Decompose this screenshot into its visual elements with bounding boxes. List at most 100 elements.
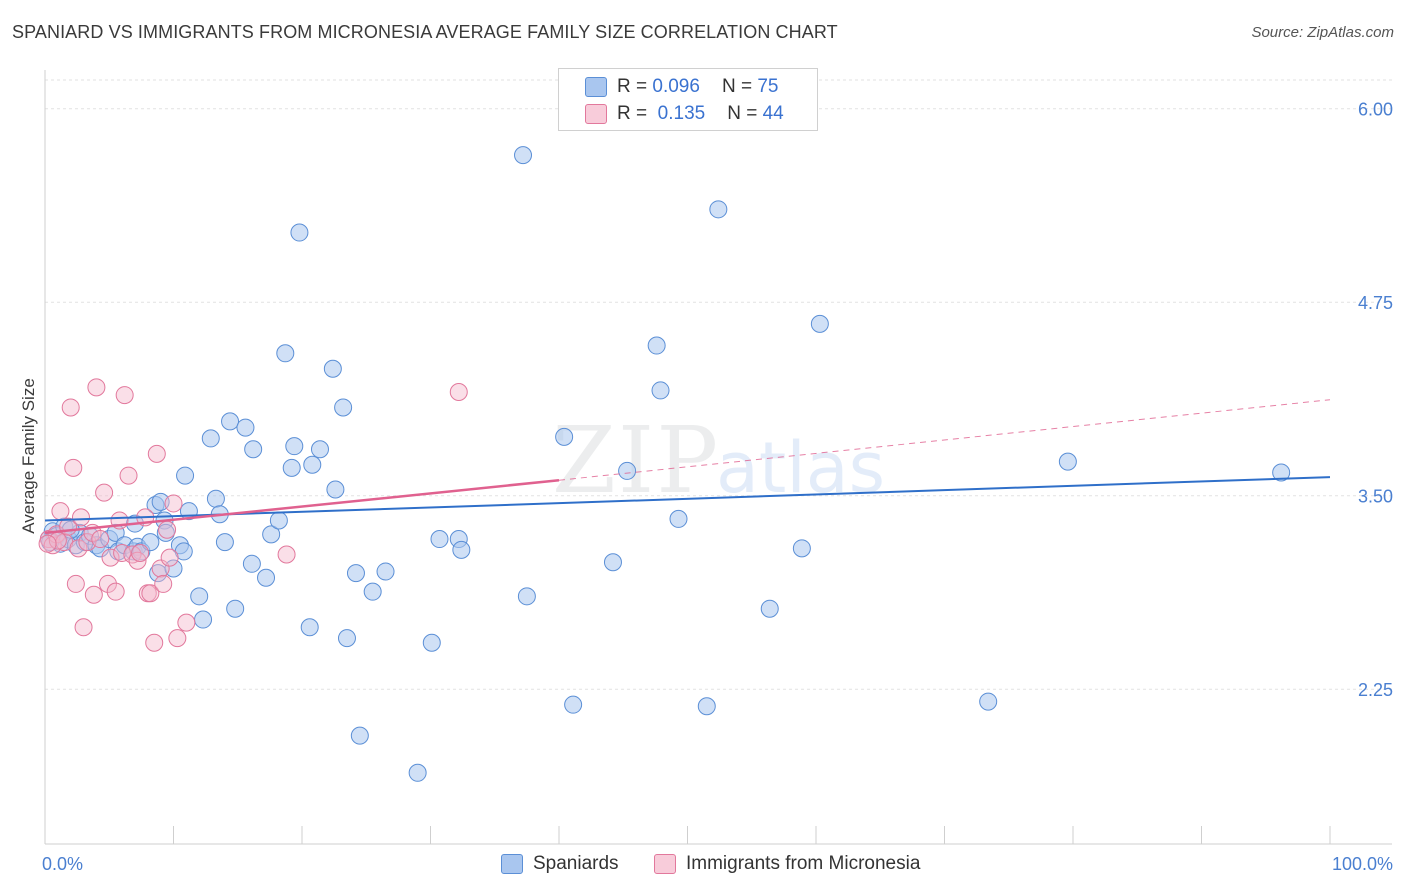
y-tick-label: 4.75	[1358, 293, 1393, 313]
micronesia-point	[98, 574, 117, 593]
spaniards-point	[242, 554, 261, 573]
spaniards-point	[514, 146, 533, 165]
micronesia-point	[158, 520, 177, 539]
spaniards-point	[334, 398, 353, 417]
micronesia-point	[141, 584, 160, 603]
spaniards-point	[215, 533, 234, 552]
spaniards-trend-line	[44, 476, 1331, 522]
micronesia-point	[154, 574, 173, 593]
correlation-legend: R = 0.096 N = 75 R = 0.135 N = 44	[558, 68, 818, 131]
spaniards-point	[269, 511, 288, 530]
spaniards-point	[697, 697, 716, 716]
spaniards-point	[452, 540, 471, 559]
micronesia-trend-extension	[558, 399, 1331, 481]
spaniards-point	[303, 455, 322, 474]
micronesia-trend-line	[44, 478, 560, 535]
x-tick-label: 0.0%	[42, 854, 83, 874]
micronesia-point	[74, 618, 93, 637]
legend-r-value: 0.135	[657, 103, 706, 124]
spaniards-point	[555, 427, 574, 446]
spaniards-point	[792, 539, 811, 558]
spaniards-point	[760, 599, 779, 618]
bottom-legend-spaniards: Spaniards	[501, 852, 619, 876]
legend-r-label: R =	[617, 103, 648, 124]
spaniards-point	[194, 610, 213, 629]
micronesia-point	[160, 548, 179, 567]
spaniards-point	[517, 587, 536, 606]
micronesia-point	[95, 483, 114, 502]
spaniards-point	[979, 692, 998, 711]
spaniards-point	[206, 489, 225, 508]
spaniards-point	[669, 509, 688, 528]
bottom-legend-label: Immigrants from Micronesia	[686, 853, 921, 874]
spaniards-point	[201, 429, 220, 448]
source-label: Source: ZipAtlas.com	[1251, 24, 1394, 41]
spaniards-point	[651, 381, 670, 400]
spaniards-point	[326, 480, 345, 499]
micronesia-point	[66, 574, 85, 593]
spaniards-point	[190, 587, 209, 606]
spaniards-point	[236, 418, 255, 437]
micronesia-point	[71, 508, 90, 527]
legend-swatch-blue	[585, 77, 607, 97]
spaniards-point	[363, 582, 382, 601]
legend-n-label: N =	[721, 76, 753, 97]
spaniards-point	[422, 633, 441, 652]
spaniards-point	[226, 599, 245, 618]
micronesia-point	[147, 444, 166, 463]
spaniards-point	[276, 344, 295, 363]
micronesia-point	[38, 534, 57, 553]
trend-lines	[44, 399, 1331, 535]
legend-r-value: 0.096	[652, 76, 700, 97]
micronesia-point	[64, 458, 83, 477]
bottom-legend-label: Spaniards	[533, 853, 619, 874]
spaniards-point	[603, 553, 622, 572]
spaniards-point	[262, 525, 281, 544]
y-tick-label: 3.50	[1358, 487, 1393, 507]
y-tick-label: 2.25	[1358, 680, 1393, 700]
y-tick-label: 6.00	[1358, 100, 1393, 120]
micronesia-point	[115, 386, 134, 405]
micronesia-point	[51, 502, 70, 521]
chart-title: SPANIARD VS IMMIGRANTS FROM MICRONESIA A…	[12, 22, 838, 42]
micronesia-point	[106, 582, 125, 601]
spaniards-point	[376, 562, 395, 581]
spaniards-point	[300, 618, 319, 637]
legend-row-spaniards: R = 0.096 N = 75	[585, 75, 778, 99]
legend-swatch-pink	[585, 104, 607, 124]
micronesia-points	[38, 378, 468, 652]
spaniards-point	[564, 695, 583, 714]
micronesia-point	[61, 398, 80, 417]
spaniards-point	[257, 568, 276, 587]
spaniards-point	[346, 564, 365, 583]
spaniards-point	[1272, 463, 1291, 482]
spaniards-point	[282, 458, 301, 477]
spaniards-point	[810, 314, 829, 333]
legend-n-label: N =	[727, 103, 758, 124]
spaniards-point	[709, 200, 728, 219]
axes	[44, 70, 1392, 845]
spaniards-point	[176, 466, 195, 485]
spaniards-point	[1058, 452, 1077, 471]
spaniards-point	[323, 359, 342, 378]
legend-n-value: 44	[762, 103, 784, 124]
y-axis-label: Average Family Size	[19, 378, 38, 534]
micronesia-point	[131, 543, 150, 562]
spaniards-point	[244, 440, 263, 459]
grid-lines	[45, 79, 1392, 690]
micronesia-point	[145, 633, 164, 652]
micronesia-point	[277, 545, 296, 564]
micronesia-point	[91, 530, 110, 549]
spaniards-point	[310, 440, 329, 459]
micronesia-point	[69, 539, 88, 558]
micronesia-point	[168, 629, 187, 648]
spaniards-point	[337, 629, 356, 648]
bottom-legend-swatch-pink	[654, 854, 676, 874]
spaniards-point	[290, 223, 309, 242]
spaniards-point	[156, 523, 175, 542]
micronesia-point	[101, 548, 120, 567]
micronesia-point	[449, 382, 468, 401]
micronesia-point	[84, 585, 103, 604]
x-tick-label: 100.0%	[1332, 854, 1393, 874]
